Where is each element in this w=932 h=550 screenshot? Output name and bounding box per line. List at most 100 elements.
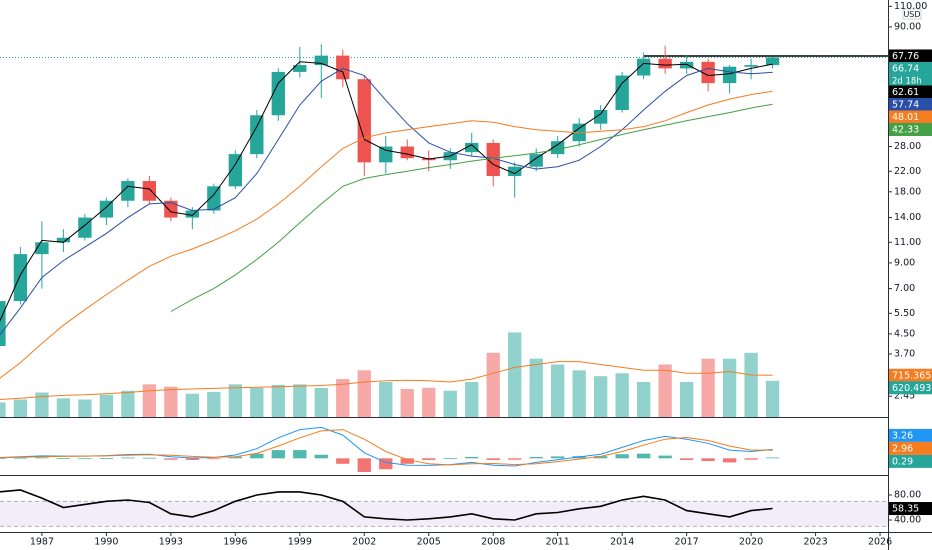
volume-bar [357,370,371,417]
candle-body [508,166,522,177]
volume-bar [336,379,350,417]
macd-histogram-bar [35,457,49,459]
volume-label: 620.493M [892,383,932,394]
candle-body [615,75,629,110]
candle-body [701,61,715,84]
ma-label: 48.01 [892,112,919,123]
volume-bar [744,352,758,417]
volume-bar [465,382,479,417]
level-label-box [889,49,932,63]
volume-bar [551,364,565,417]
rsi-label-box [889,502,932,516]
macd-histogram-bar [465,456,479,459]
macd-histogram-bar [765,457,780,459]
macd-histogram-bar [121,457,135,459]
x-tick-label: 2002 [352,537,376,548]
candle-body [744,65,758,67]
macd-histogram-bar [228,456,242,459]
macd-histogram-bar [400,458,414,464]
volume-bar [486,352,500,417]
x-tick-label: 1999 [288,537,312,548]
candle-body [636,58,651,76]
ma-label-box [889,97,932,111]
macd-label: 3.26 [892,430,913,441]
candle-body [379,146,393,163]
volume-bar [35,392,49,417]
candle-body [121,181,135,201]
macd-histogram-bar [185,458,200,460]
x-tick-label: 2005 [417,537,441,548]
candle-body [78,217,92,238]
candle-body [35,242,49,255]
ma-label-box [889,85,932,99]
macd-histogram-bar [701,458,715,462]
candle-body [164,200,178,218]
volume-bar [207,391,221,417]
volume-bar [679,382,694,417]
candle-body [679,61,694,69]
macd-label-box [889,428,932,442]
volume-bar [529,358,543,417]
y-tick-label: 40.00 [894,515,921,526]
macd-histogram-bar [164,458,178,460]
macd-histogram-bar [13,457,28,459]
signal-label-box [889,441,932,455]
currency-box [902,8,922,20]
volume-ma-label-box [889,368,932,382]
candle-body [207,186,221,211]
last-price-label: 66.74 [892,63,919,74]
macd-histogram-bar [207,458,221,460]
x-tick-label: 2017 [675,537,699,548]
volume-bar [400,389,414,417]
volume-bar [271,384,285,417]
volume-bar [594,376,608,417]
candle-body [465,142,479,153]
volume-bar [99,394,114,417]
volume-bar [142,384,157,417]
volume-bar [185,393,200,417]
candle-body [357,79,371,163]
x-tick-label: 1996 [223,537,247,548]
macd-histogram-bar [0,458,6,459]
x-tick-label: 1987 [30,537,54,548]
candle-body [271,71,285,116]
macd-histogram-bar [422,458,436,460]
y-tick-label: 5.50 [894,308,915,319]
histogram-label: 0.29 [892,456,913,467]
macd-histogram-bar [594,456,608,459]
macd-histogram-bar [508,458,522,460]
x-tick-label: 1993 [159,537,183,548]
candle-body [400,146,414,159]
macd-histogram-bar [293,450,307,459]
signal-label: 2.96 [892,443,913,454]
moving-average [0,90,773,379]
volume-bar [0,402,6,417]
candle-body [529,154,543,167]
moving-average [0,67,773,336]
macd-line [0,426,773,467]
candle-body [99,200,114,218]
x-tick-label: 2014 [610,537,634,548]
rsi-band [0,501,888,527]
volume-bar [13,399,28,417]
y-tick-label: 22.00 [894,166,921,177]
candle-body [658,58,672,69]
candle-body [228,154,242,187]
volume-bar [121,390,135,417]
y-tick-label: 2.45 [894,391,915,402]
volume-bar [765,380,780,417]
macd-histogram-bar [722,458,737,463]
macd-histogram-bar [486,458,500,460]
volume-bar [658,364,672,417]
volume-bar [508,332,522,417]
rsi-line [0,489,773,521]
last-price-label-box [889,61,932,75]
macd-histogram-bar [99,458,114,459]
macd-histogram-bar [551,456,565,459]
ma-label-box [889,110,932,124]
macd-histogram-bar [636,453,651,459]
macd-histogram-bar [658,455,672,459]
macd-histogram-bar [78,458,92,460]
candle-body [185,210,200,218]
